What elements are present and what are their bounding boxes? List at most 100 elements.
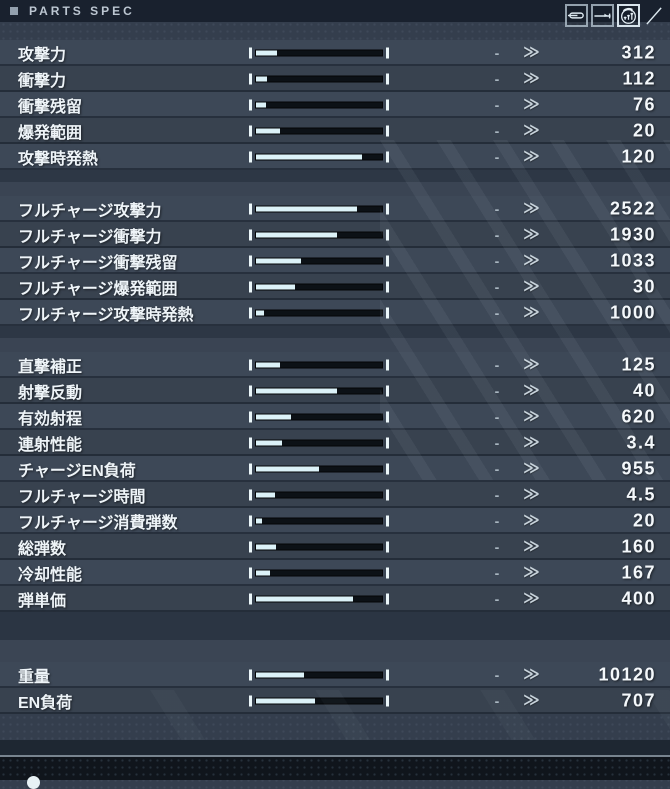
stat-compare-dash: - [494,667,500,683]
group-gap-dark [0,170,670,182]
stat-row: 総弾数 - ≫ 160 [0,534,670,560]
bar-left-tick [249,255,252,267]
bar-fill [256,698,316,704]
bar-left-tick [249,489,252,501]
bar-right-tick [386,125,389,137]
bar-left-tick [249,669,252,681]
stat-compare-dash: - [494,149,500,165]
stat-value: 707 [621,690,656,711]
projectile-capsule-icon [565,4,588,27]
compare-chevron-icon: ≫ [523,666,540,684]
bar-fill [256,50,278,56]
weapon-type-icon-group [565,4,666,27]
stat-value: 2522 [609,198,656,219]
stat-label: フルチャージ時間 [18,489,146,506]
bar-fill [256,518,263,524]
stat-row: フルチャージ攻撃時発熱 - ≫ 1000 [0,300,670,326]
stat-bar [249,515,389,527]
stats-panel: 攻撃力 - ≫ 312 衝撃力 - ≫ 112 衝撃残留 - ≫ 76 爆発範囲 - ≫ 20 攻撃時発熱 - ≫ 1… [0,22,670,789]
stat-bar [249,669,389,681]
stat-row: フルチャージ攻撃力 - ≫ 2522 [0,196,670,222]
stat-value: 1000 [609,302,656,323]
stat-label: 攻撃時発熱 [18,151,99,168]
stat-label: 衝撃力 [18,73,67,90]
stat-bar [249,359,389,371]
bar-track [255,309,383,317]
stat-compare-dash: - [494,45,500,61]
compare-chevron-icon: ≫ [523,486,540,504]
compare-chevron-icon: ≫ [523,122,540,140]
bar-left-tick [249,151,252,163]
bar-track [255,543,383,551]
bar-left-tick [249,203,252,215]
bar-left-tick [249,125,252,137]
compare-chevron-icon: ≫ [523,304,540,322]
bar-fill [256,466,319,472]
stat-bar [249,489,389,501]
stat-value: 30 [632,276,656,297]
stat-row: フルチャージ消費弾数 - ≫ 20 [0,508,670,534]
bar-fill [256,570,270,576]
parts-spec-header: PARTS SPEC [0,0,670,22]
bar-track [255,697,383,705]
stats-group-performance: 直撃補正 - ≫ 125 射撃反動 - ≫ 40 有効射程 - ≫ 620 連射性能 - ≫ 3.4 チャージE… [0,352,670,612]
bar-left-tick [249,99,252,111]
bar-right-tick [386,541,389,553]
stat-compare-dash: - [494,461,500,477]
compare-chevron-icon: ≫ [523,96,540,114]
bottom-button-icon [27,776,40,789]
bar-left-tick [249,307,252,319]
stat-label: フルチャージ攻撃時発熱 [18,307,194,324]
bar-right-tick [386,151,389,163]
stat-label: フルチャージ衝撃力 [18,229,162,246]
footer-bar [0,757,670,789]
stat-compare-dash: - [494,357,500,373]
compare-chevron-icon: ≫ [523,44,540,62]
stat-bar [249,385,389,397]
stat-row: 弾単価 - ≫ 400 [0,586,670,612]
compare-chevron-icon: ≫ [523,356,540,374]
bar-track [255,671,383,679]
compare-chevron-icon: ≫ [523,148,540,166]
bar-left-tick [249,695,252,707]
bar-fill [256,128,280,134]
stat-compare-dash: - [494,435,500,451]
stat-compare-dash: - [494,539,500,555]
stat-row: 爆発範囲 - ≫ 20 [0,118,670,144]
stat-compare-dash: - [494,279,500,295]
bar-right-tick [386,411,389,423]
compare-chevron-icon: ≫ [523,564,540,582]
compare-chevron-icon: ≫ [523,408,540,426]
compare-chevron-icon: ≫ [523,226,540,244]
bar-left-tick [249,437,252,449]
stat-label: EN負荷 [18,695,73,712]
stat-bar [249,229,389,241]
stat-value: 120 [621,146,656,167]
bar-fill [256,258,302,264]
stat-row: フルチャージ衝撃残留 - ≫ 1033 [0,248,670,274]
stat-row: フルチャージ衝撃力 - ≫ 1930 [0,222,670,248]
stat-row: 攻撃時発熱 - ≫ 120 [0,144,670,170]
bar-track [255,257,383,265]
bar-track [255,49,383,57]
stat-compare-dash: - [494,565,500,581]
stat-compare-dash: - [494,201,500,217]
heat-rise-icon [617,4,640,27]
group-gap-light [0,182,670,196]
stat-label: 冷却性能 [18,567,83,584]
stat-compare-dash: - [494,513,500,529]
stat-label: フルチャージ爆発範囲 [18,281,178,298]
stat-row: 有効射程 - ≫ 620 [0,404,670,430]
stat-label: 攻撃力 [18,47,67,64]
bar-fill [256,596,354,602]
stat-bar [249,125,389,137]
stat-bar [249,47,389,59]
bar-track [255,413,383,421]
bar-right-tick [386,99,389,111]
stat-label: 総弾数 [18,541,67,558]
stat-compare-dash: - [494,409,500,425]
stat-value: 400 [621,588,656,609]
bar-right-tick [386,669,389,681]
bar-track [255,569,383,577]
stat-value: 10120 [598,664,656,685]
